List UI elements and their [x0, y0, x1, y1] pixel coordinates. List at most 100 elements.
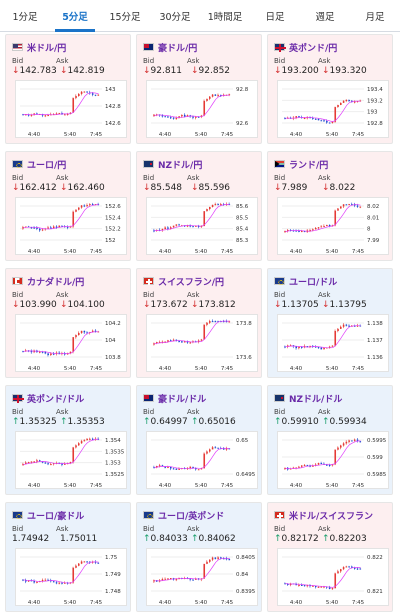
mini-candle-chart[interactable]: 85.6 85.5 85.4 85.3 4:40 5:40 7:45 — [146, 197, 258, 255]
moving-average-line — [154, 320, 230, 345]
mini-candle-chart[interactable]: 152.6 152.4 152.2 152 4:40 5:40 7:45 — [15, 197, 127, 255]
x-tick-label: 4:40 — [290, 483, 303, 489]
ask-value: 0.59934 — [329, 417, 367, 427]
ask-label: Ask — [187, 174, 200, 182]
rate-card[interactable]: カナダドル/円 Bid Ask ↓103.990 ↓104.100 104.2 104 103… — [5, 268, 131, 378]
y-tick-label: 1.138 — [367, 321, 383, 327]
mini-candle-chart[interactable]: 104.2 104 103.8 4:40 5:40 7:45 — [15, 314, 127, 372]
candle — [356, 568, 359, 570]
tab-4[interactable]: 30分足 — [159, 11, 191, 23]
candle — [309, 585, 311, 587]
currency-pair-link[interactable]: ユーロ/豪ドル — [27, 511, 85, 522]
ask-value: 0.84062 — [198, 534, 236, 544]
bid-price: ↓7.989 — [274, 183, 307, 193]
rate-card[interactable]: 豪ドル/ドル Bid Ask ↑0.64997 ↑0.65016 0.65 0.6495 4:… — [136, 385, 262, 495]
currency-pair-link[interactable]: ユーロ/円 — [27, 160, 67, 171]
ask-value: 0.82203 — [329, 534, 367, 544]
currency-pair-link[interactable]: NZドル/円 — [158, 160, 203, 171]
mini-candle-chart[interactable]: 92.8 92.6 4:40 5:40 7:45 — [146, 80, 258, 138]
currency-pair-link[interactable]: カナダドル/円 — [27, 277, 85, 288]
arrow-down-icon: ↓ — [60, 66, 68, 76]
currency-pair-link[interactable]: ランド/円 — [289, 160, 329, 171]
rate-card[interactable]: 英ポンド/円 Bid Ask ↓193.200 ↓193.320 193.4 193.2 19… — [267, 34, 393, 144]
mini-candle-chart[interactable]: 0.822 0.821 4:40 5:40 7:45 — [277, 548, 389, 606]
tab-1[interactable]: 1分足 — [12, 11, 38, 23]
currency-pair-link[interactable]: 英ポンド/円 — [289, 43, 338, 54]
y-tick-label: 152 — [105, 238, 116, 244]
ask-price: ↓1.13795 — [322, 300, 367, 310]
currency-pair-link[interactable]: 米ドル/スイスフラン — [289, 511, 374, 522]
currency-pair-link[interactable]: NZドル/ドル — [289, 394, 343, 405]
rate-card[interactable]: NZドル/円 Bid Ask ↓85.548 ↓85.596 85.6 85.5 85.4 85… — [136, 151, 262, 261]
arrow-up-icon: ↑ — [274, 417, 282, 427]
y-tick-label: 0.821 — [367, 589, 383, 595]
candle — [331, 588, 334, 590]
currency-pair-link[interactable]: 豪ドル/円 — [158, 43, 198, 54]
currency-pair-link[interactable]: 英ポンド/ドル — [27, 394, 85, 405]
candle — [161, 465, 164, 467]
candle — [326, 224, 328, 227]
rate-card[interactable]: 英ポンド/ドル Bid Ask ↑1.35325 ↑1.35353 1.354 1.3535… — [5, 385, 131, 495]
rate-card[interactable]: 米ドル/円 Bid Ask ↓142.783 ↓142.819 143 142.8 142.6… — [5, 34, 131, 144]
candle — [340, 569, 342, 572]
currency-pair-link[interactable]: 豪ドル/ドル — [158, 394, 207, 405]
candle — [192, 466, 194, 469]
candle — [156, 342, 158, 344]
arrow-down-icon: ↓ — [274, 300, 282, 310]
candle — [89, 561, 91, 563]
candle — [86, 332, 88, 334]
tab-7[interactable]: 週足 — [315, 11, 335, 23]
mini-candle-chart[interactable]: 1.75 1.749 1.748 4:40 5:40 7:45 — [15, 548, 127, 606]
currency-pair-link[interactable]: スイスフラン/円 — [158, 277, 225, 288]
currency-pair-link[interactable]: ユーロ/英ポンド — [158, 511, 225, 522]
x-tick-label: 5:40 — [326, 600, 339, 606]
candle — [181, 114, 183, 117]
candle — [328, 464, 331, 466]
mini-candle-chart[interactable]: 0.5995 0.599 0.5985 4:40 5:40 7:45 — [277, 431, 389, 489]
mini-candle-chart[interactable]: 193.4 193.2 193 192.8 4:40 5:40 7:45 — [277, 80, 389, 138]
currency-pair-link[interactable]: 米ドル/円 — [27, 43, 67, 54]
mini-candle-chart[interactable]: 1.354 1.3535 1.353 1.3525 4:40 5:40 7:45 — [15, 431, 127, 489]
tab-6[interactable]: 日足 — [265, 11, 285, 23]
y-tick-label: 8.02 — [367, 204, 379, 210]
mini-candle-chart[interactable]: 173.8 173.6 4:40 5:40 7:45 — [146, 314, 258, 372]
rate-card[interactable]: NZドル/ドル Bid Ask ↑0.59910 ↑0.59934 0.5995 0.599… — [267, 385, 393, 495]
mini-candle-chart[interactable]: 0.8405 0.84 0.8395 4:40 5:40 7:45 — [146, 548, 258, 606]
ask-price: ↑0.65016 — [191, 417, 236, 427]
candle — [331, 464, 334, 466]
candle — [356, 325, 359, 327]
rate-card[interactable]: ユーロ/ドル Bid Ask ↓1.13705 ↓1.13795 1.138 1.137 1.… — [267, 268, 393, 378]
candle — [309, 230, 311, 232]
arrow-down-icon: ↓ — [191, 300, 199, 310]
y-tick-label: 85.6 — [236, 204, 249, 210]
tab-3[interactable]: 15分足 — [109, 11, 141, 23]
mini-candle-chart[interactable]: 0.65 0.6495 4:40 5:40 7:45 — [146, 431, 258, 489]
chart-svg: 0.5995 0.599 0.5985 4:40 5:40 7:45 — [282, 437, 387, 489]
tab-8[interactable]: 月足 — [365, 11, 385, 23]
candle — [78, 93, 80, 97]
rate-card[interactable]: ランド/円 Bid Ask ↓7.989 ↓8.022 8.02 8.01 8 7.99 4:40… — [267, 151, 393, 261]
mini-candle-chart[interactable]: 143 142.8 142.6 4:40 5:40 7:45 — [15, 80, 127, 138]
rate-card[interactable]: ユーロ/豪ドル Bid Ask 1.74942 1.75011 1.75 1.749 1.74… — [5, 502, 131, 612]
candle — [200, 115, 203, 117]
candle — [314, 585, 317, 588]
mini-candle-chart[interactable]: 8.02 8.01 8 7.99 4:40 5:40 7:45 — [277, 197, 389, 255]
rate-card[interactable]: スイスフラン/円 Bid Ask ↓173.672 ↓173.812 173.8 173.6… — [136, 268, 262, 378]
bid-label: Bid — [12, 291, 24, 299]
candle — [203, 100, 206, 116]
flag-icon — [12, 43, 23, 51]
rate-card[interactable]: 豪ドル/円 Bid Ask ↓92.811 ↓92.852 92.8 92.6 4:40 5:4… — [136, 34, 262, 144]
rate-card[interactable]: ユーロ/円 Bid Ask ↓162.412 ↓162.460 152.6 152.4 152… — [5, 151, 131, 261]
bid-label: Bid — [274, 291, 286, 299]
arrow-down-icon: ↓ — [322, 300, 330, 310]
mini-candle-chart[interactable]: 1.138 1.137 1.136 4:40 5:40 7:45 — [277, 314, 389, 372]
tab-2[interactable]: 5分足 — [50, 0, 100, 32]
candle — [186, 115, 189, 117]
currency-pair-link[interactable]: ユーロ/ドル — [289, 277, 338, 288]
rate-card[interactable]: 米ドル/スイスフラン Bid Ask ↑0.82172 ↑0.82203 0.822 0.8… — [267, 502, 393, 612]
y-tick-label: 85.4 — [236, 227, 249, 233]
rate-card[interactable]: ユーロ/英ポンド Bid Ask ↑0.84033 ↑0.84062 0.8405 0.84… — [136, 502, 262, 612]
arrow-down-icon: ↓ — [143, 66, 151, 76]
tab-5[interactable]: 1時間足 — [207, 11, 243, 23]
bid-value: 142.783 — [19, 66, 57, 76]
